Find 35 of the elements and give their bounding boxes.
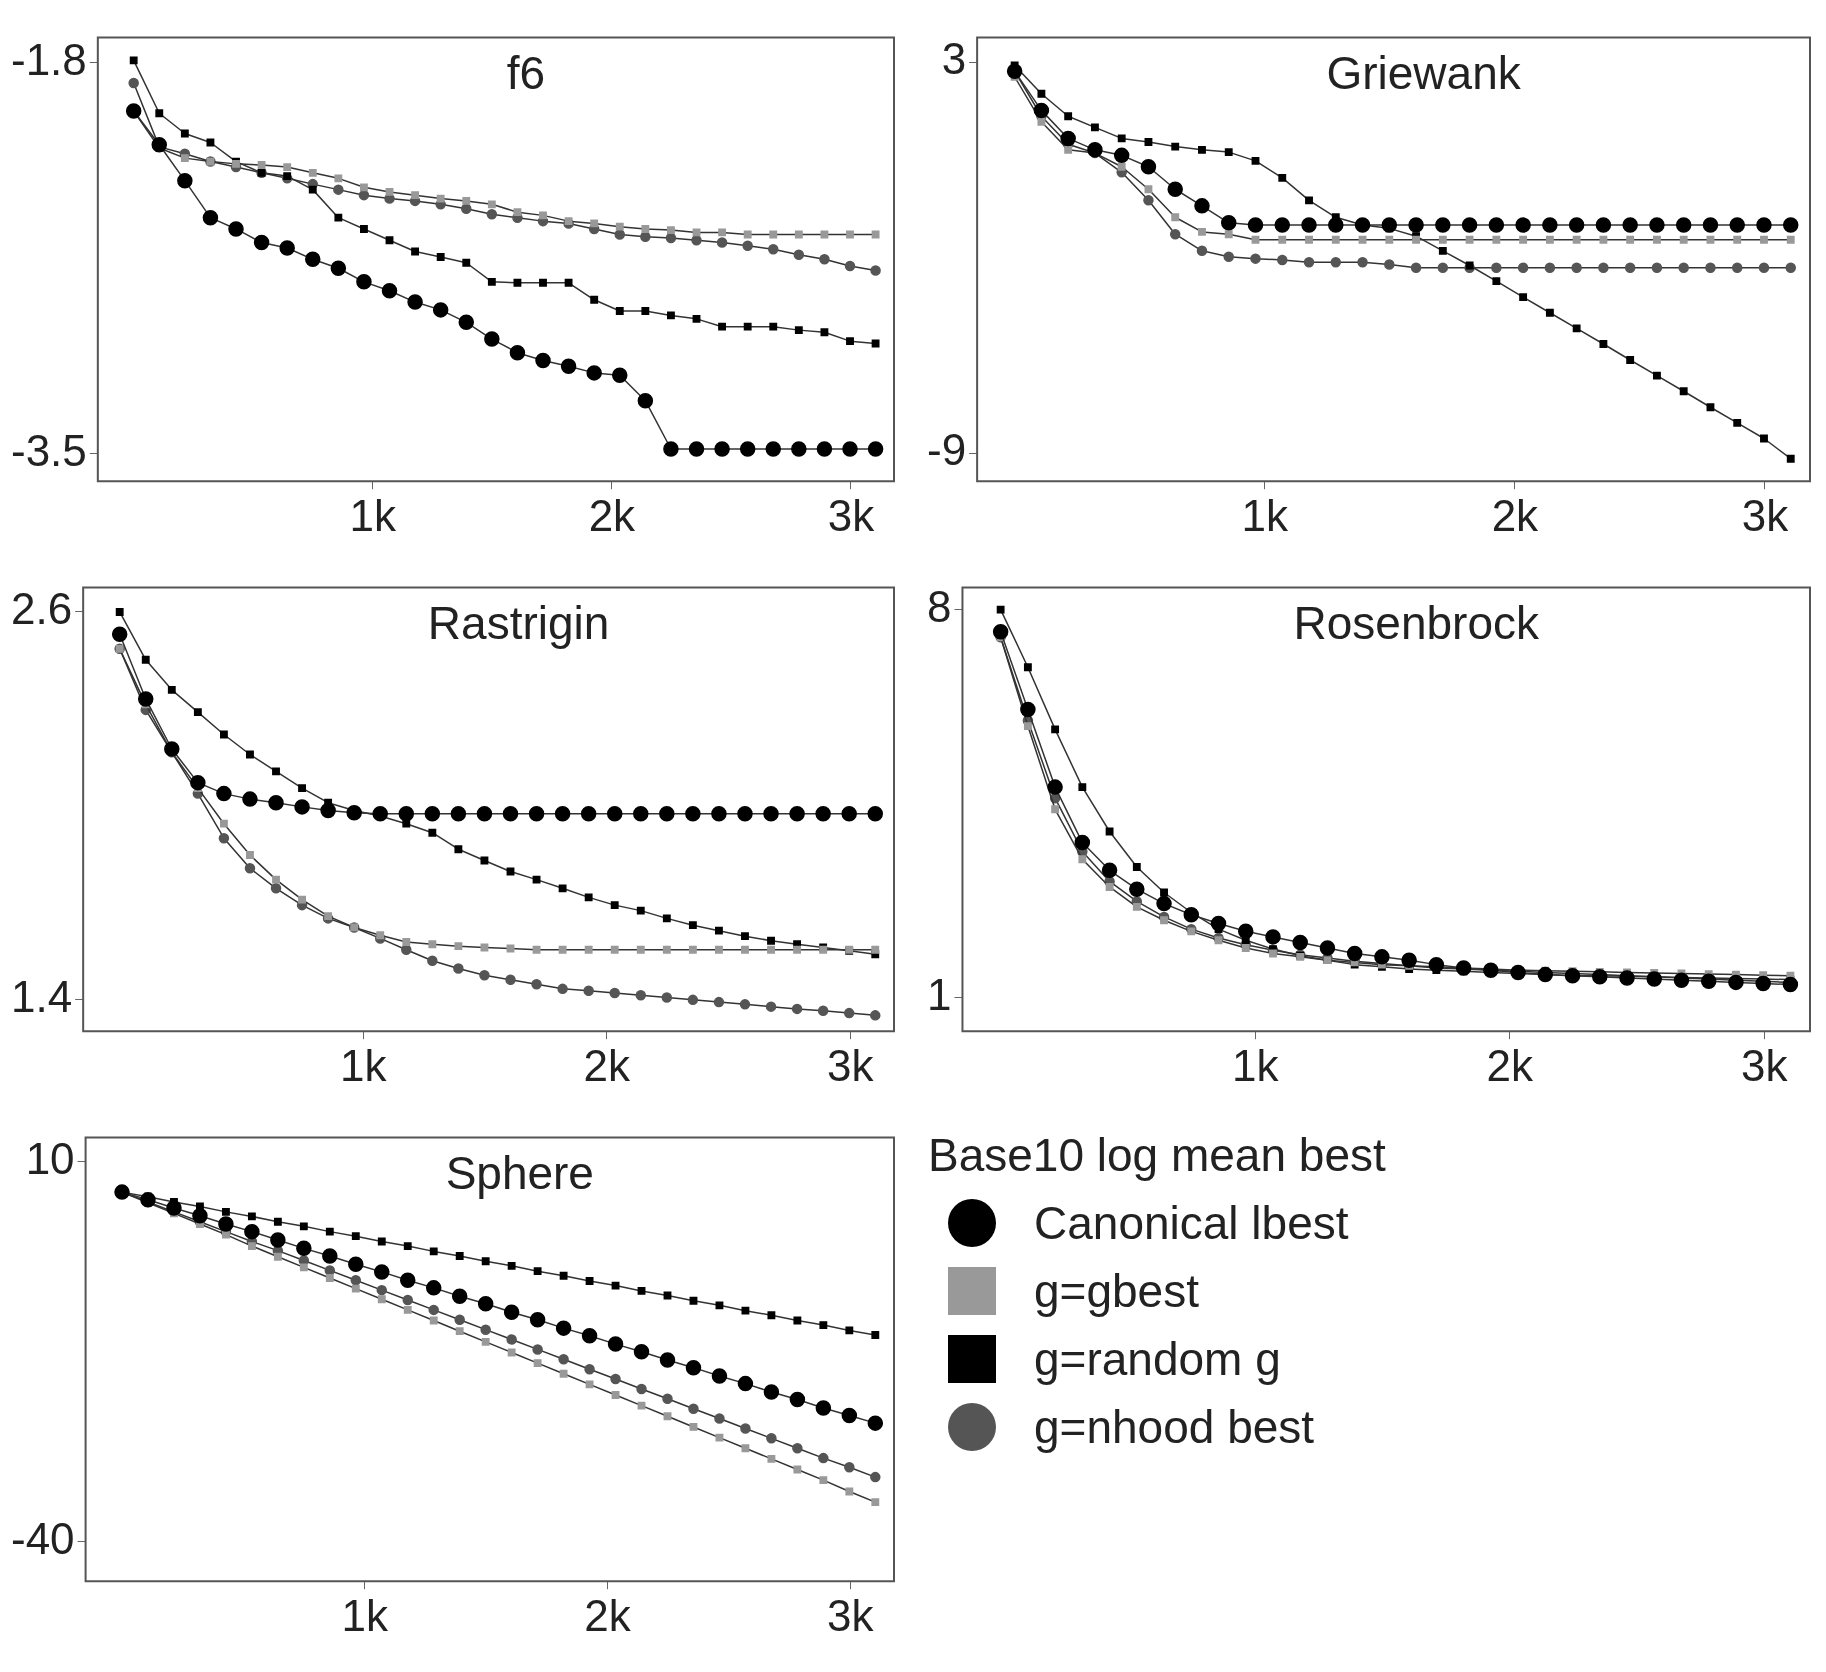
x-tick-label: 2k xyxy=(583,1040,631,1090)
y-tick-label: 10 xyxy=(25,1133,75,1183)
chart-title: f6 xyxy=(506,47,546,100)
x-tick-label: 2k xyxy=(1486,1040,1534,1090)
x-tick-label: 3k xyxy=(1741,490,1790,540)
x-tick-label: 3k xyxy=(827,490,876,540)
x-tick-label: 2k xyxy=(1491,490,1540,540)
y-tick-label: 8 xyxy=(926,581,952,631)
y-tick-label: -40 xyxy=(11,1513,75,1563)
y-tick-label: 3 xyxy=(941,34,967,84)
x-tick-label: 2k xyxy=(584,1590,632,1640)
y-tick-label: 1.4 xyxy=(10,971,73,1021)
x-tick-label: 3k xyxy=(827,1590,875,1640)
x-tick-label: 3k xyxy=(1740,1040,1789,1090)
y-tick-label: -9 xyxy=(927,425,967,475)
x-tick-label: 2k xyxy=(588,490,637,540)
legend-title: Base10 log mean best xyxy=(928,1128,1387,1182)
chart-title: Rastrigin xyxy=(427,597,610,650)
x-tick-label: 1k xyxy=(341,1590,389,1640)
x-tick-label: 1k xyxy=(349,490,397,540)
y-tick-label: -3.5 xyxy=(10,425,87,475)
legend-label: g=nhood best xyxy=(1034,1400,1315,1454)
chart-title: Sphere xyxy=(445,1147,594,1200)
x-tick-label: 1k xyxy=(1231,1040,1280,1090)
y-tick-label: 1 xyxy=(926,970,952,1020)
chart-title: Griewank xyxy=(1326,47,1522,100)
x-tick-label: 1k xyxy=(339,1040,388,1090)
chart-title: Rosenbrock xyxy=(1293,597,1540,650)
x-tick-label: 1k xyxy=(1241,490,1289,540)
y-tick-label: -1.8 xyxy=(10,34,87,84)
legend-label: g=gbest xyxy=(1034,1264,1199,1318)
legend-label: g=random g xyxy=(1034,1332,1281,1386)
x-tick-label: 3k xyxy=(826,1040,875,1090)
legend-label: Canonical lbest xyxy=(1034,1196,1349,1250)
y-tick-label: 2.6 xyxy=(10,584,73,634)
